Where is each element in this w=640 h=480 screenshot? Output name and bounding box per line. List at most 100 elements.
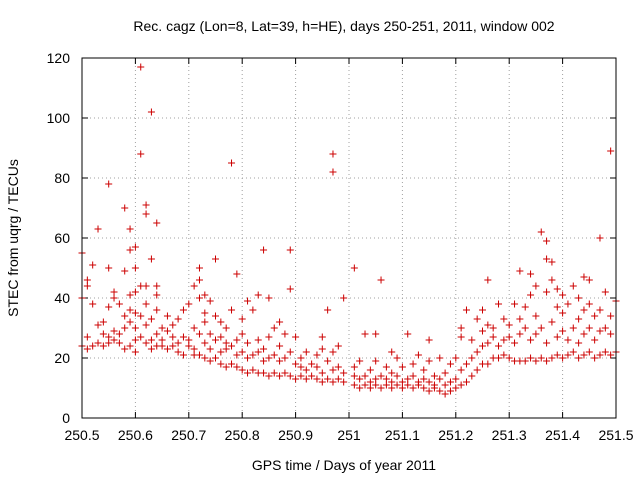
data-point xyxy=(313,363,321,371)
data-point xyxy=(254,336,262,344)
data-point xyxy=(99,342,107,350)
data-point xyxy=(436,387,444,395)
data-point xyxy=(575,315,583,323)
data-point xyxy=(329,168,337,176)
data-point xyxy=(158,336,166,344)
data-point xyxy=(404,375,412,383)
y-tick-label: 0 xyxy=(62,410,70,426)
data-point xyxy=(596,234,604,242)
data-point xyxy=(468,372,476,380)
data-point xyxy=(318,378,326,386)
data-point xyxy=(532,357,540,365)
data-point xyxy=(105,303,113,311)
data-point xyxy=(553,333,561,341)
data-point xyxy=(511,300,519,308)
data-points xyxy=(78,63,620,398)
data-point xyxy=(553,303,561,311)
data-point xyxy=(393,372,401,380)
data-point xyxy=(313,351,321,359)
data-point xyxy=(393,354,401,362)
data-point xyxy=(607,147,615,155)
data-point xyxy=(121,345,129,353)
data-point xyxy=(591,354,599,362)
data-point xyxy=(398,384,406,392)
data-point xyxy=(537,228,545,236)
data-point xyxy=(153,219,161,227)
data-point xyxy=(105,264,113,272)
data-point xyxy=(420,366,428,374)
data-point xyxy=(420,375,428,383)
data-point xyxy=(190,345,198,353)
data-point xyxy=(457,333,465,341)
data-point xyxy=(147,336,155,344)
data-point xyxy=(94,339,102,347)
data-point xyxy=(137,333,145,341)
data-point xyxy=(238,330,246,338)
data-point xyxy=(441,369,449,377)
data-point xyxy=(179,351,187,359)
data-point xyxy=(265,294,273,302)
data-point xyxy=(441,381,449,389)
data-point xyxy=(340,294,348,302)
data-point xyxy=(201,291,209,299)
data-point xyxy=(479,342,486,350)
data-point xyxy=(377,372,385,380)
data-point xyxy=(169,333,177,341)
data-point xyxy=(334,342,342,350)
data-point xyxy=(195,294,203,302)
data-point xyxy=(559,354,567,362)
data-point xyxy=(409,360,417,368)
data-point xyxy=(174,339,182,347)
data-point xyxy=(201,339,209,347)
data-point xyxy=(217,318,225,326)
data-point xyxy=(169,321,177,329)
data-point xyxy=(153,291,161,299)
data-point xyxy=(425,336,433,344)
data-point xyxy=(131,324,139,332)
data-point xyxy=(137,312,145,320)
data-point xyxy=(147,345,155,353)
data-point xyxy=(105,339,113,347)
data-point xyxy=(548,258,556,266)
data-point xyxy=(366,366,374,374)
data-point xyxy=(228,342,236,350)
data-point xyxy=(446,360,454,368)
data-point xyxy=(382,363,390,371)
data-point xyxy=(569,348,577,356)
data-point xyxy=(350,363,358,371)
data-point xyxy=(436,375,444,383)
data-point xyxy=(121,204,129,212)
data-point xyxy=(479,327,486,335)
x-axis-label: GPS time / Days of year 2011 xyxy=(252,457,436,473)
data-point xyxy=(377,276,385,284)
data-point xyxy=(276,372,284,380)
data-point xyxy=(244,369,252,377)
data-point xyxy=(366,384,374,392)
data-point xyxy=(329,378,337,386)
data-point xyxy=(559,327,567,335)
data-point xyxy=(110,288,118,296)
data-point xyxy=(142,282,150,290)
data-point xyxy=(505,321,513,329)
data-point xyxy=(350,381,358,389)
data-point xyxy=(126,306,134,314)
data-point xyxy=(228,360,236,368)
data-point xyxy=(500,351,508,359)
data-point xyxy=(372,330,380,338)
data-point xyxy=(89,342,97,350)
data-point xyxy=(260,369,268,377)
data-point xyxy=(131,309,139,317)
data-point xyxy=(575,294,583,302)
data-point xyxy=(334,375,342,383)
data-point xyxy=(206,330,214,338)
data-point xyxy=(388,369,396,377)
y-tick-label: 120 xyxy=(47,50,71,66)
data-point xyxy=(569,324,577,332)
data-point xyxy=(585,324,593,332)
data-point xyxy=(564,351,572,359)
data-point xyxy=(553,351,561,359)
data-point xyxy=(233,351,241,359)
data-point xyxy=(425,357,433,365)
data-point xyxy=(393,381,401,389)
data-point xyxy=(270,351,278,359)
